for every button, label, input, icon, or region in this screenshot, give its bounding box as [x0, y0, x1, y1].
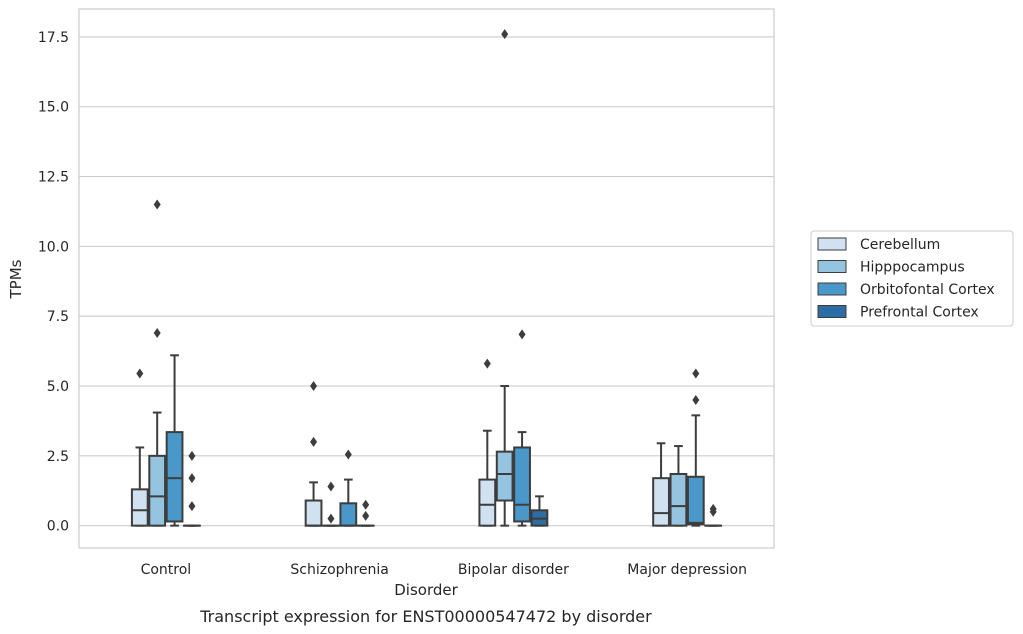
- y-tick-label: 15.0: [38, 100, 69, 116]
- x-tick-label: Bipolar disorder: [458, 562, 569, 578]
- y-axis-label: TPMs: [7, 259, 25, 299]
- legend-item: Cerebellum: [817, 237, 940, 253]
- outlier-point: [518, 329, 526, 340]
- box-body: [165, 431, 184, 523]
- box-3-0: [652, 442, 670, 527]
- y-tick-label: 10.0: [38, 239, 69, 255]
- box-1-3: [356, 499, 375, 527]
- legend: Cerebellum Hipppocampus Orbitofontal Corte…: [810, 230, 1014, 327]
- x-tick-label: Major depression: [627, 562, 747, 578]
- box-3-1: [669, 445, 688, 527]
- box-body: [304, 499, 323, 527]
- outlier-point: [362, 499, 370, 510]
- outlier-point: [501, 29, 509, 40]
- box-0-3: [183, 450, 201, 527]
- outlier-point: [362, 510, 370, 521]
- box-body: [669, 472, 688, 527]
- x-tick-labels: Control Schizophrenia Bipolar disorder Majo…: [141, 562, 747, 578]
- x-tick-label: Schizophrenia: [290, 562, 388, 578]
- legend-frame: [810, 230, 1014, 327]
- outlier-point: [136, 368, 144, 379]
- box-body: [148, 454, 167, 527]
- box-body: [652, 477, 670, 527]
- legend-swatch: [817, 237, 847, 251]
- legend-label: Orbitofontal Cortex: [860, 282, 995, 298]
- outlier-point: [344, 449, 352, 460]
- outlier-point: [188, 473, 196, 484]
- box-3-3: [704, 503, 723, 527]
- legend-swatch: [817, 305, 847, 318]
- boxes-layer: [130, 29, 723, 527]
- legend-item: Hipppocampus: [817, 260, 965, 276]
- y-tick-label: 12.5: [38, 170, 69, 186]
- outlier-point: [692, 394, 700, 405]
- chart-caption: Transcript expression for ENST0000054747…: [199, 607, 652, 626]
- x-axis-label: Disorder: [394, 581, 458, 599]
- box-1-1: [322, 481, 340, 527]
- box-body: [478, 478, 497, 527]
- box-0-1: [148, 199, 167, 527]
- outlier-point: [327, 513, 335, 524]
- box-2-3: [530, 495, 549, 527]
- box-2-2: [513, 329, 531, 527]
- plot-area-border: [78, 8, 775, 549]
- outlier-point: [188, 501, 196, 512]
- legend-label: Prefrontal Cortex: [860, 305, 979, 321]
- box-body: [495, 450, 514, 502]
- legend-label: Cerebellum: [860, 237, 940, 253]
- y-tick-label: 7.5: [47, 309, 69, 325]
- box-1-0: [304, 381, 323, 527]
- y-tick-label: 0.0: [47, 519, 69, 535]
- y-tick-label: 5.0: [47, 379, 69, 395]
- y-tick-label: 17.5: [38, 30, 69, 46]
- legend-label: Hipppocampus: [860, 260, 965, 276]
- box-2-1: [495, 29, 514, 527]
- y-tick-labels: 0.0 2.5 5.0 7.5 10.0 12.5 15.0 17.5: [38, 30, 69, 535]
- outlier-point: [483, 358, 491, 369]
- outlier-point: [692, 368, 700, 379]
- outlier-point: [310, 436, 318, 447]
- box-1-2: [339, 449, 358, 527]
- box-body: [130, 488, 149, 527]
- box-0-0: [130, 368, 149, 527]
- box-body: [513, 446, 531, 523]
- outlier-point: [310, 381, 318, 392]
- box-2-0: [478, 358, 497, 527]
- outlier-point: [153, 199, 161, 210]
- outlier-point: [153, 327, 161, 338]
- y-tick-label: 2.5: [47, 449, 69, 465]
- outlier-point: [709, 503, 717, 514]
- legend-item: Orbitofontal Cortex: [817, 282, 995, 298]
- box-body: [686, 475, 705, 526]
- outlier-point: [327, 481, 335, 492]
- legend-swatch: [817, 282, 847, 296]
- outlier-point: [188, 450, 196, 461]
- legend-swatch: [817, 260, 847, 273]
- box-0-2: [165, 354, 184, 527]
- box-3-2: [686, 368, 705, 527]
- x-tick-label: Control: [141, 562, 192, 578]
- box-body: [339, 502, 358, 527]
- legend-item: Prefrontal Cortex: [817, 305, 979, 321]
